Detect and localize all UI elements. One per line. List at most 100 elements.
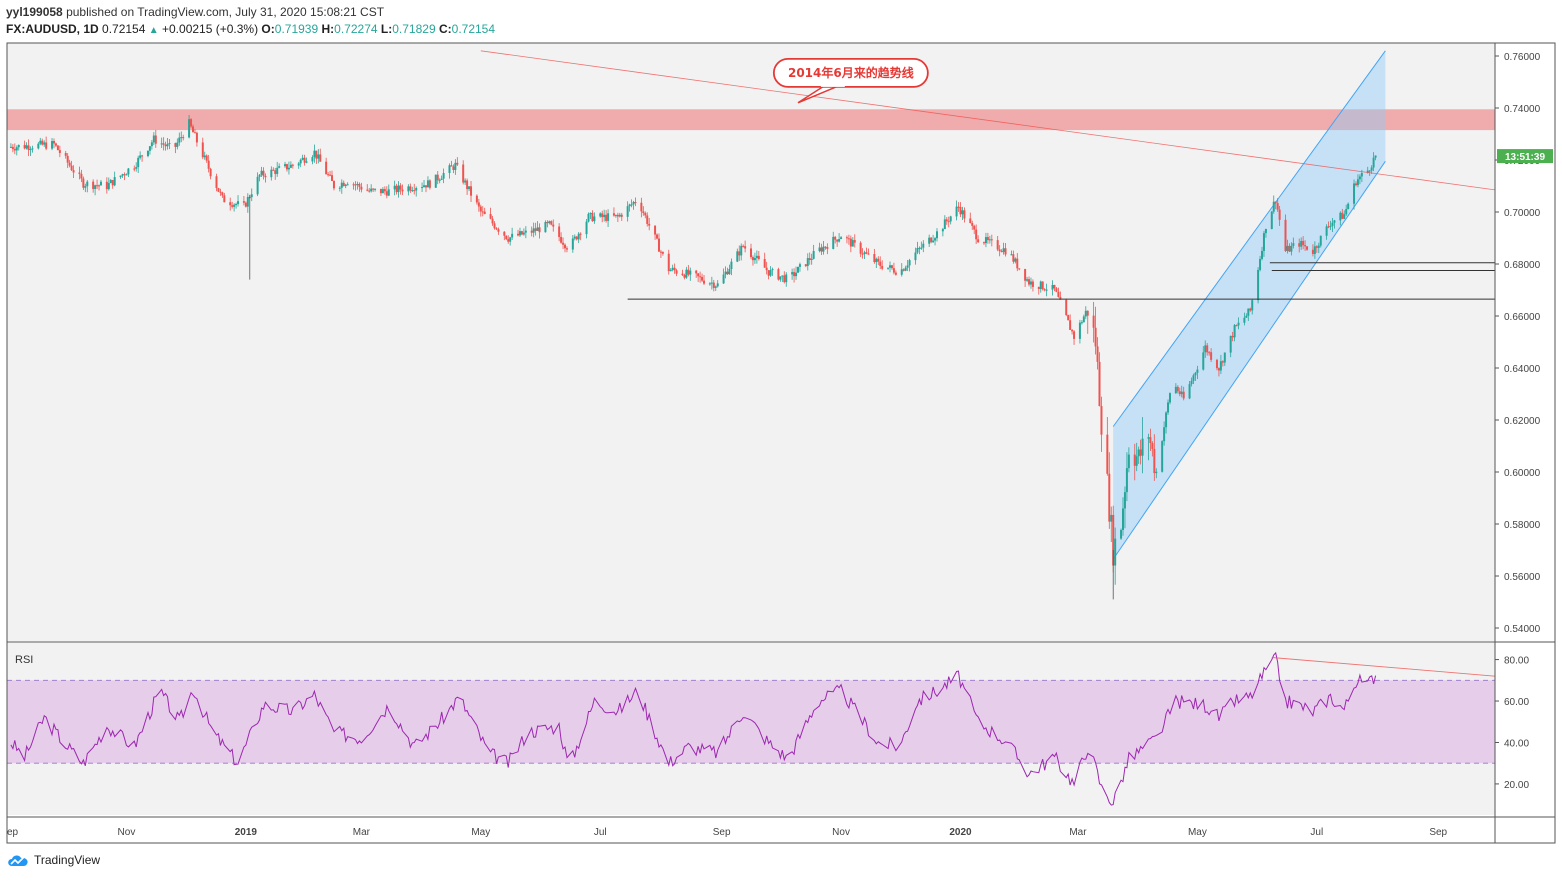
candle: [1194, 372, 1197, 376]
candle: [297, 163, 300, 166]
candle: [58, 150, 61, 153]
close-value: 0.72154: [451, 22, 496, 36]
candle: [826, 247, 829, 249]
candle: [892, 268, 895, 273]
candle: [407, 186, 410, 192]
candle: [135, 167, 138, 169]
candle: [585, 221, 588, 235]
candle: [1149, 437, 1152, 444]
candle: [550, 221, 553, 225]
candle: [1188, 384, 1191, 399]
candle: [936, 231, 938, 239]
high-value: 0.72274: [334, 22, 378, 36]
candle: [922, 243, 925, 248]
candle: [757, 255, 760, 260]
candle: [659, 251, 662, 253]
candle: [1028, 279, 1031, 285]
candle: [840, 237, 843, 240]
tradingview-footer[interactable]: TradingView: [6, 853, 100, 867]
candle: [1304, 245, 1307, 247]
candle: [436, 174, 439, 181]
candles: [9, 114, 1377, 585]
candle: [1045, 289, 1048, 291]
candle: [738, 251, 741, 256]
candle: [1108, 473, 1111, 522]
candle: [1313, 246, 1316, 254]
candle: [1024, 269, 1027, 281]
time-tick-label: Nov: [118, 827, 136, 838]
candle: [959, 206, 962, 215]
candle: [546, 222, 549, 224]
trendline-annotation: 2014年6月来的趋势线: [788, 65, 914, 80]
candle: [1247, 308, 1250, 316]
candle: [315, 150, 318, 159]
candle: [522, 232, 525, 235]
candle: [27, 145, 30, 150]
candle: [438, 179, 441, 181]
candle: [767, 270, 770, 276]
countdown-label: 13:51:39: [1505, 152, 1545, 163]
candle: [162, 143, 165, 145]
candle: [1000, 251, 1003, 253]
candle: [669, 269, 672, 272]
candle: [23, 144, 26, 149]
candle: [671, 267, 674, 270]
price-tick-label: 0.54000: [1504, 624, 1541, 635]
candle: [949, 216, 952, 222]
candle: [164, 144, 167, 147]
candle: [1161, 441, 1164, 472]
candle: [462, 164, 465, 183]
candle: [779, 276, 782, 280]
candle: [195, 132, 198, 143]
candle: [421, 187, 424, 189]
candle: [448, 165, 451, 174]
candle: [1137, 449, 1140, 457]
candle: [1202, 352, 1205, 370]
candle: [1180, 391, 1183, 395]
candle: [920, 247, 923, 249]
candle: [1125, 468, 1128, 493]
candle: [1176, 386, 1179, 392]
candle: [928, 237, 931, 244]
candle: [1082, 316, 1085, 323]
candle: [1016, 258, 1019, 269]
candle: [603, 214, 606, 218]
candle: [1302, 240, 1305, 246]
candle: [675, 270, 678, 274]
candle: [1223, 352, 1226, 363]
candle: [1270, 211, 1273, 229]
candle: [877, 258, 880, 262]
published-text: published on TradingView.com, July 31, 2…: [66, 5, 385, 19]
candle: [1261, 250, 1264, 259]
candle: [626, 206, 629, 217]
candle: [152, 135, 155, 143]
candle: [518, 231, 521, 236]
candle: [1012, 254, 1015, 262]
candle: [192, 126, 194, 133]
candle: [1026, 279, 1029, 281]
candle: [1135, 456, 1138, 466]
candle: [352, 184, 355, 186]
candle: [1147, 437, 1150, 439]
candle: [785, 274, 788, 283]
candle: [1080, 322, 1083, 324]
candle: [1163, 427, 1166, 442]
rsi-tick-label: 20.00: [1504, 780, 1529, 791]
candle: [1262, 233, 1265, 251]
candle: [39, 140, 42, 144]
candle: [1259, 258, 1262, 270]
candle: [387, 189, 390, 196]
candle: [415, 187, 418, 191]
candle: [311, 157, 314, 162]
candle: [1122, 508, 1124, 530]
candle: [1208, 352, 1211, 354]
candle: [742, 245, 745, 247]
candle: [423, 185, 426, 188]
candle: [859, 242, 862, 254]
candle: [233, 204, 236, 207]
main-pane-bg: [7, 43, 1495, 641]
candle: [1041, 281, 1044, 290]
candle: [264, 175, 267, 178]
candle: [751, 257, 754, 261]
